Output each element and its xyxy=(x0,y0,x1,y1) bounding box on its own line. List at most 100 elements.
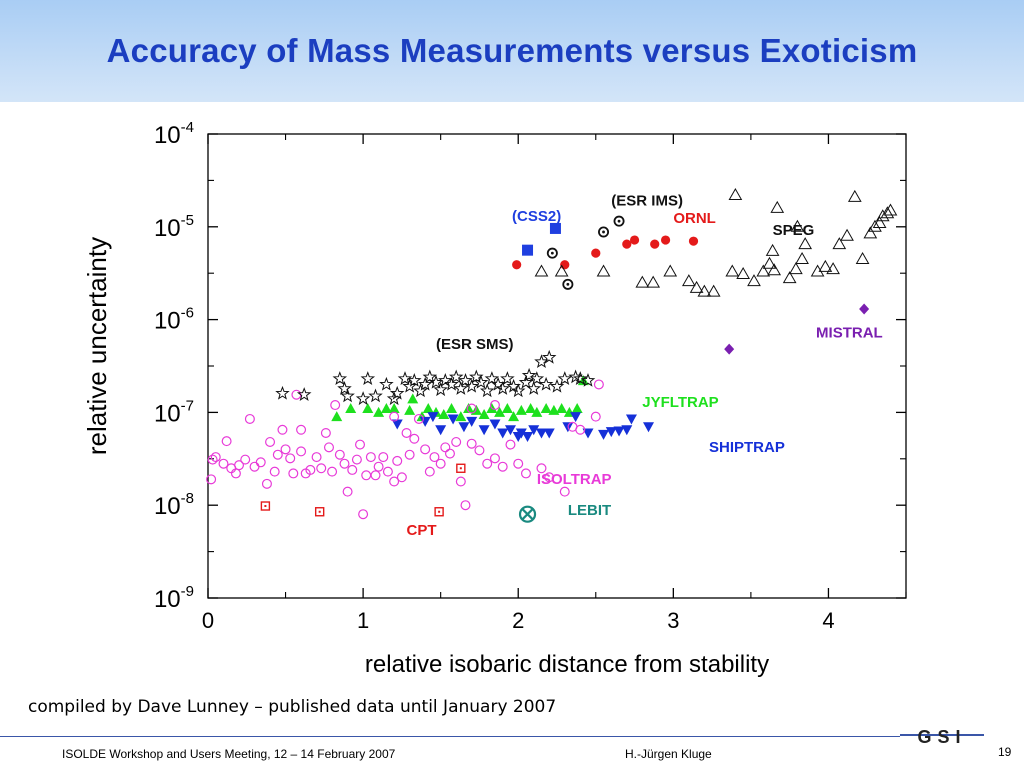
esr-sms-point xyxy=(557,371,573,385)
isoltrap-point xyxy=(351,454,362,465)
ornl-point xyxy=(650,239,660,249)
footer-author: H.-Jürgen Kluge xyxy=(625,747,712,761)
lebit-cross-b xyxy=(521,508,534,520)
esr-sms-point xyxy=(444,376,459,391)
series-esr-ims xyxy=(546,215,625,290)
shiptrap-point xyxy=(605,427,617,438)
esr-sms-point xyxy=(417,376,433,391)
isoltrap-point xyxy=(370,470,381,481)
cpt-point xyxy=(434,507,444,517)
cpt-square xyxy=(456,463,466,473)
jyfltrap-point xyxy=(331,411,343,422)
speg-point xyxy=(646,275,661,288)
speg-point xyxy=(880,206,895,219)
label-speg: SPEG xyxy=(773,222,815,239)
isoltrap-point xyxy=(230,468,241,479)
speg-point xyxy=(826,262,840,275)
esr-sms-point xyxy=(340,388,355,403)
esr-ims-point xyxy=(598,226,610,238)
jyfltrap-point xyxy=(446,403,458,414)
speg-point xyxy=(832,237,847,250)
speg-point xyxy=(875,209,890,222)
label-lebit: LEBIT xyxy=(568,502,611,519)
isoltrap-point xyxy=(339,458,350,469)
isoltrap-point xyxy=(316,463,327,474)
isoltrap-point xyxy=(249,461,260,472)
isoltrap-point xyxy=(460,500,471,511)
speg-point xyxy=(756,264,771,277)
label-isoltrap: ISOLTRAP xyxy=(537,471,612,488)
isoltrap-point xyxy=(482,458,493,469)
esr-sms-point xyxy=(438,372,453,387)
esr-sms-point xyxy=(549,378,565,393)
isoltrap-point xyxy=(305,464,316,475)
esr-sms-point xyxy=(379,376,394,391)
esr-sms-point xyxy=(479,383,495,398)
esr-ims-dot xyxy=(550,251,554,255)
speg-point xyxy=(689,280,704,293)
speg-point xyxy=(872,215,887,228)
isoltrap-point xyxy=(520,468,531,479)
isoltrap-point xyxy=(358,509,369,520)
jyfltrap-point xyxy=(388,403,400,414)
series-ornl xyxy=(512,235,699,270)
cpt-square xyxy=(434,507,444,517)
page-number: 19 xyxy=(998,745,1012,759)
jyfltrap-point xyxy=(380,403,392,414)
esr-ims-ring xyxy=(598,226,610,238)
speg-point xyxy=(810,264,825,277)
shiptrap-point xyxy=(543,428,555,439)
x-tick-label: 0 xyxy=(202,608,214,633)
speg-point xyxy=(795,251,809,264)
isoltrap-point xyxy=(207,454,218,465)
isoltrap-point xyxy=(435,458,446,469)
series-css2 xyxy=(522,222,561,256)
esr-sms-point xyxy=(484,371,500,385)
esr-sms-point xyxy=(397,371,413,385)
footer-event: ISOLDE Workshop and Users Meeting, 12 – … xyxy=(62,747,396,761)
series-mistral xyxy=(724,303,870,355)
label-mistral: MISTRAL xyxy=(816,325,883,342)
jyfltrap-point xyxy=(508,411,520,422)
isoltrap-point xyxy=(365,452,376,463)
isoltrap-point xyxy=(327,466,338,477)
isoltrap-point xyxy=(489,400,500,411)
shiptrap-point xyxy=(427,412,439,423)
esr-ims-ring xyxy=(613,215,625,227)
shiptrap-point xyxy=(643,422,655,433)
esr-sms-point xyxy=(473,374,489,389)
jyfltrap-point xyxy=(525,403,537,414)
jyfltrap-point xyxy=(362,403,374,414)
y-tick-label: 10-9 xyxy=(154,583,194,613)
isoltrap-point xyxy=(296,446,307,457)
shiptrap-point xyxy=(528,425,540,436)
isoltrap-point xyxy=(285,453,296,464)
esr-sms-point xyxy=(389,385,405,400)
logo-text: GSI xyxy=(917,727,966,747)
isoltrap-point xyxy=(413,413,424,424)
esr-sms-point xyxy=(433,382,448,397)
jyfltrap-point xyxy=(404,404,416,415)
speg-point xyxy=(782,271,797,284)
axes: 0 1 2 3 4 10-9 10-8 10-7 10-6 10-5 10-4 relative is… xyxy=(84,119,907,678)
shiptrap-point xyxy=(466,416,478,427)
esr-sms-point xyxy=(407,372,422,387)
isoltrap-point xyxy=(342,486,353,497)
isoltrap-point xyxy=(210,452,221,463)
speg-point xyxy=(868,219,882,232)
cpt-point xyxy=(260,501,271,511)
isoltrap-point xyxy=(444,448,455,459)
css2-point xyxy=(522,244,534,256)
jyfltrap-point xyxy=(345,403,357,414)
speg-point xyxy=(534,264,549,277)
esr-sms-point xyxy=(360,371,376,385)
esr-sms-point xyxy=(275,385,290,400)
speg-point xyxy=(765,243,780,256)
isoltrap-point xyxy=(347,464,358,475)
esr-ims-ring xyxy=(546,247,558,259)
jyfltrap-point xyxy=(494,406,506,417)
speg-point xyxy=(789,262,803,275)
esr-ims-dot xyxy=(602,230,605,234)
slide-title: Accuracy of Mass Measurements versus Exo… xyxy=(106,32,918,69)
x-tick-label: 3 xyxy=(667,608,679,633)
